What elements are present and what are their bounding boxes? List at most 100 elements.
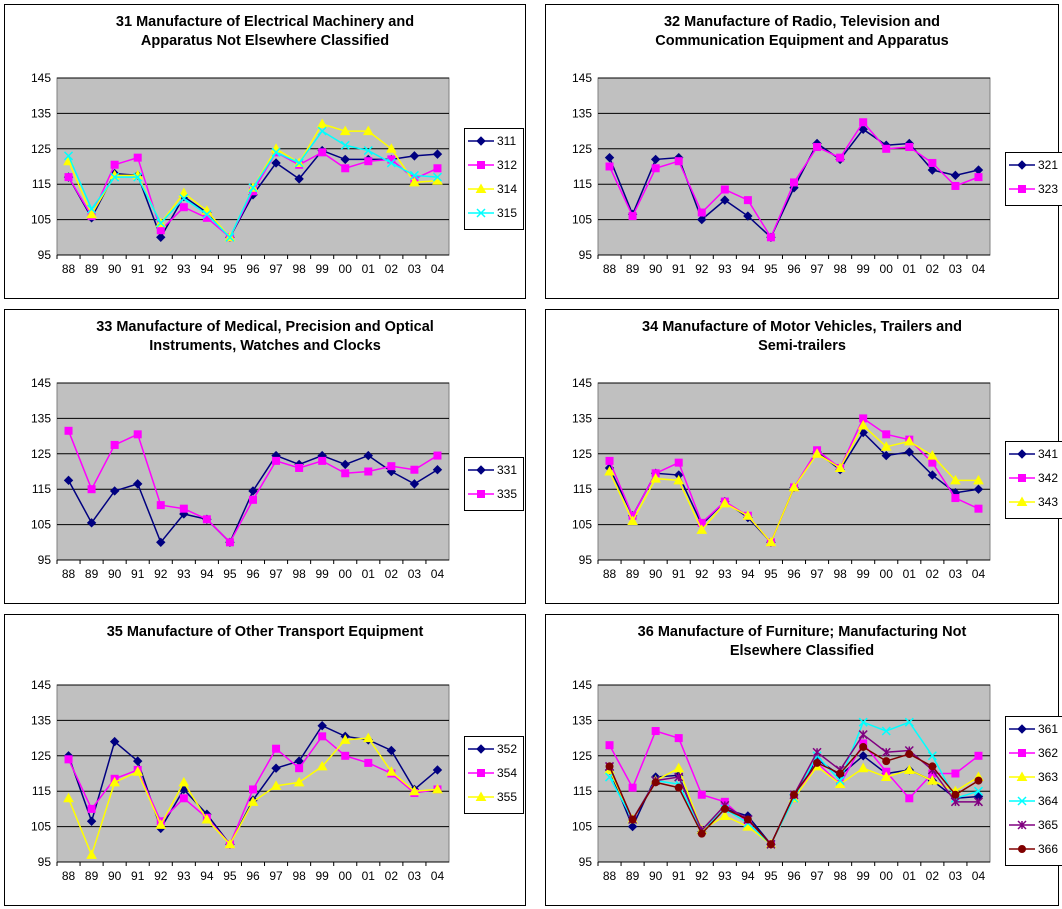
x-tick-label: 95 [764,869,778,883]
legend-swatch [468,183,494,193]
data-point [673,762,685,773]
legend-swatch [468,744,494,754]
data-point [766,233,775,242]
line-chart: 95 105 115 125 135 145 88 89 90 91 92 93 94 95 96 97 98 9… [572,71,991,276]
data-point [248,486,258,496]
data-point [110,440,119,449]
x-tick-label: 99 [315,567,329,581]
x-tick-label: 89 [85,567,99,581]
x-tick-label: 98 [292,567,306,581]
x-tick-label: 90 [649,567,663,581]
data-point [650,473,662,483]
data-point [858,751,868,761]
data-point [951,769,960,778]
data-point [316,118,328,129]
y-tick-label: 125 [572,142,592,156]
y-tick-label: 115 [32,784,51,798]
x-tick-label: 96 [246,262,260,276]
legend-label: 323 [1038,182,1059,196]
line-chart: 95 105 115 125 135 145 88 89 90 91 92 93 94 95 96 97 98 9… [31,678,450,883]
plot-area [597,382,991,561]
data-point [882,144,891,153]
data-point [973,474,984,485]
x-tick-label: 94 [200,869,214,883]
data-point [363,146,373,156]
x-tick-label: 90 [649,869,663,883]
data-point [133,172,143,182]
data-point [409,785,420,796]
x-tick-label: 97 [810,567,824,581]
data-point [881,747,891,757]
data-point [341,164,350,173]
data-point [87,804,96,813]
data-point [627,821,638,832]
legend-item: 311 [465,133,523,149]
legend-swatch [468,208,494,218]
y-tick-label: 125 [31,749,51,763]
y-tick-label: 145 [572,678,592,692]
line-chart: 95 105 115 125 135 145 88 89 90 91 92 93 94 95 96 97 98 9… [572,376,991,581]
legend-item: 342 [1006,470,1062,486]
legend-swatch [1009,771,1035,781]
y-tick-label: 145 [572,71,592,85]
legend-label: 331 [497,463,518,477]
x-tick-label: 89 [626,869,640,883]
data-point [836,769,845,778]
data-point [605,162,614,171]
legend-label: 342 [1038,471,1059,485]
legend-item: 354 [465,765,523,781]
x-tick-label: 89 [85,262,99,276]
legend: 321 323 [1005,152,1062,206]
line-chart: 95 105 115 125 135 145 88 89 90 91 92 93 94 95 96 97 98 9… [572,678,991,883]
data-point [926,450,938,460]
data-point [627,515,638,526]
data-point [63,475,74,486]
data-point [362,125,374,136]
data-point [133,430,142,439]
legend-marker [1017,820,1027,830]
legend-item: 364 [1006,793,1062,809]
y-tick-label: 125 [572,749,592,763]
data-point [156,501,165,510]
data-point [249,785,257,794]
data-point [271,763,281,773]
x-tick-label: 94 [741,869,755,883]
x-tick-label: 92 [695,567,709,581]
x-tick-label: 04 [431,262,445,276]
data-point [928,158,937,167]
chart-title: 33 Manufacture of Medical, Precision and… [96,319,434,354]
x-tick-label: 04 [972,262,986,276]
data-point [225,232,235,242]
legend-swatch [1009,820,1035,830]
data-point [859,742,868,751]
data-point [364,758,373,767]
x-tick-label: 93 [718,869,732,883]
x-tick-label: 93 [177,869,191,883]
data-point [974,776,983,785]
chart-title: 34 Manufacture of Motor Vehicles, Traile… [642,319,962,354]
data-point [63,792,74,803]
legend-marker [477,769,485,777]
x-tick-label: 04 [972,567,986,581]
legend: 331 335 [464,457,524,511]
chart-panel-34: 95 105 115 125 135 145 88 89 90 91 92 93 94 95 96 97 98 9… [545,309,1062,604]
y-tick-label: 95 [579,855,593,869]
legend-item: 362 [1006,745,1062,761]
data-point [271,147,281,157]
data-point [409,479,420,489]
data-point [179,794,188,803]
legend-swatch [1009,749,1035,757]
legend-swatch [1009,845,1035,853]
x-tick-label: 97 [269,869,283,883]
data-point [272,456,281,465]
legend-marker [1017,724,1027,734]
legend-item: 314 [465,181,523,197]
data-point [882,757,891,766]
data-point [155,819,167,829]
legend-item: 366 [1006,841,1062,857]
legend: 311 312 314 315 [464,128,524,230]
series-335 [64,426,442,547]
x-tick-label: 95 [764,567,778,581]
x-tick-label: 99 [315,262,329,276]
data-point [295,463,304,472]
